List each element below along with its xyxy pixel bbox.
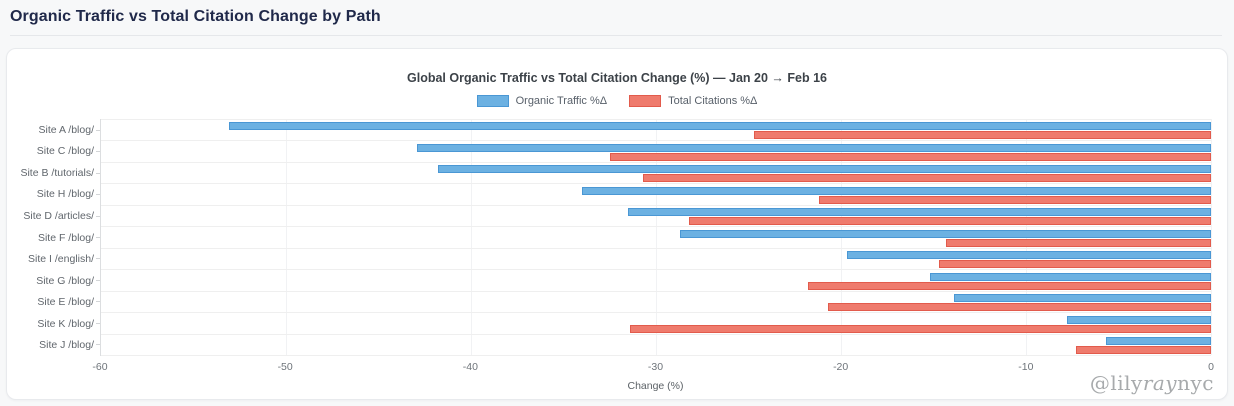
bar-organic-9	[1066, 315, 1211, 324]
gridline-row-5	[101, 226, 1211, 228]
legend-label-1: Total Citations %Δ	[668, 95, 758, 107]
watermark-suffix: nyc	[1177, 371, 1214, 395]
x-tick-label-0: 0	[1208, 361, 1214, 373]
bar-citations-7	[807, 281, 1211, 290]
gridline-row-11	[101, 355, 1211, 356]
x-tick-label--40: -40	[462, 361, 478, 373]
legend-swatch-0	[476, 95, 509, 107]
gridline-row-6	[101, 247, 1211, 249]
gridline-row-8	[101, 290, 1211, 292]
bar-organic-2	[437, 165, 1211, 174]
x-tick-label--10: -10	[1018, 361, 1034, 373]
y-tick-4	[96, 215, 100, 217]
x-tick-label--30: -30	[647, 361, 664, 373]
chart-card: Global Organic Traffic vs Total Citation…	[6, 48, 1228, 400]
y-tick-5	[96, 237, 100, 238]
gridline-row-0	[101, 119, 1211, 120]
y-label-4: Site D /articles/	[23, 209, 94, 222]
bar-citations-1	[609, 152, 1211, 161]
y-tick-9	[96, 322, 100, 324]
watermark-prefix: @lily	[1089, 371, 1143, 395]
y-label-6: Site I /english/	[28, 253, 94, 266]
y-tick-1	[96, 151, 100, 153]
legend-item-0: Organic Traffic %Δ	[476, 95, 608, 107]
x-axis-labels: -60 -50 -40 -30 -20 -10 0	[92, 361, 1214, 375]
legend-item-1: Total Citations %Δ	[629, 95, 757, 107]
bar-organic-8	[953, 294, 1211, 303]
legend-label-0: Organic Traffic %Δ	[515, 95, 608, 107]
x-tick-label--60: -60	[92, 361, 108, 373]
legend-swatch-1	[629, 95, 662, 107]
bar-citations-0	[754, 131, 1211, 139]
y-label-3: Site H /blog/	[36, 188, 94, 201]
y-axis-labels: Site A /blog/Site C /blog/Site B /tutori…	[7, 119, 94, 356]
bar-citations-5	[946, 238, 1211, 247]
y-tick-2	[96, 172, 100, 174]
y-tick-8	[96, 301, 100, 303]
bar-citations-9	[630, 324, 1211, 333]
y-tick-7	[96, 279, 100, 281]
x-tick-label--20: -20	[833, 361, 849, 373]
gridline-row-4	[101, 204, 1211, 206]
y-tick-10	[96, 344, 100, 346]
bar-organic-0	[228, 122, 1211, 130]
bar-citations-4	[689, 217, 1211, 226]
y-tick-3	[96, 194, 100, 196]
y-label-10: Site J /blog/	[39, 339, 94, 352]
gridline-row-2	[101, 161, 1211, 163]
y-tick-0	[96, 129, 100, 131]
bar-citations-10	[1075, 346, 1211, 355]
page-header: Organic Traffic vs Total Citation Change…	[0, 0, 1234, 36]
header-divider	[10, 35, 1222, 36]
bar-organic-7	[929, 272, 1211, 281]
gridline-x--30	[656, 119, 657, 355]
y-label-5: Site F /blog/	[37, 231, 94, 244]
bar-organic-5	[680, 229, 1211, 238]
watermark-italic: ray	[1142, 371, 1178, 395]
plot-area	[96, 119, 1212, 356]
bar-organic-10	[1105, 337, 1211, 346]
bar-citations-8	[828, 303, 1211, 312]
bar-organic-1	[417, 143, 1211, 152]
gridline-row-1	[101, 140, 1211, 142]
gridline-row-10	[101, 333, 1211, 335]
gridline-row-3	[101, 183, 1211, 185]
watermark: @lilyraynyc	[1090, 371, 1214, 395]
gridline-x--40	[471, 119, 472, 355]
gridline-row-9	[101, 312, 1211, 314]
bar-organic-4	[628, 208, 1211, 217]
x-axis-title: Change (%)	[627, 380, 684, 392]
y-label-8: Site E /blog/	[37, 296, 94, 309]
y-label-7: Site G /blog/	[36, 274, 94, 287]
x-tick-label--50: -50	[277, 361, 293, 373]
gridline-x--50	[286, 119, 287, 355]
bar-citations-6	[939, 260, 1211, 269]
chart-legend: Organic Traffic %Δ Total Citations %Δ	[7, 95, 1227, 107]
bar-citations-3	[818, 195, 1211, 204]
gridline-row-7	[101, 269, 1211, 271]
bar-organic-6	[846, 251, 1211, 260]
y-label-2: Site B /tutorials/	[20, 166, 94, 179]
chart-title: Global Organic Traffic vs Total Citation…	[407, 71, 827, 85]
bar-citations-2	[643, 174, 1211, 183]
y-label-0: Site A /blog/	[38, 123, 94, 136]
y-label-1: Site C /blog/	[36, 145, 94, 158]
gridline-x-0	[1211, 119, 1212, 355]
y-label-9: Site K /blog/	[37, 317, 94, 330]
bar-organic-3	[582, 186, 1211, 195]
y-tick-6	[96, 258, 100, 260]
page-title: Organic Traffic vs Total Citation Change…	[10, 8, 381, 25]
plot-wrap: Site A /blog/Site C /blog/Site B /tutori…	[7, 49, 1227, 399]
